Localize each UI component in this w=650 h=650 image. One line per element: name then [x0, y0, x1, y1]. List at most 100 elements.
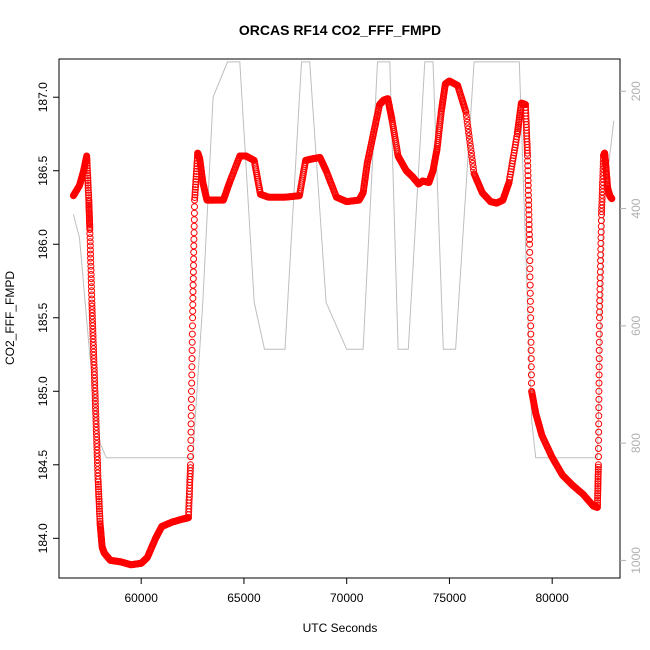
co2-point [85, 189, 92, 197]
co2-point [525, 201, 533, 209]
co2-point [187, 395, 195, 403]
y-tick-label: 184.0 [36, 523, 50, 553]
co2-point [88, 309, 96, 317]
co2-point [93, 443, 101, 451]
co2-point [509, 154, 517, 162]
co2-point [92, 404, 99, 412]
co2-point [83, 159, 91, 167]
co2-point [595, 436, 603, 444]
co2-point [528, 379, 535, 387]
co2-point [188, 355, 196, 363]
co2-point [526, 240, 534, 248]
co2-point [88, 312, 96, 320]
y-tick-label: 184.5 [36, 449, 50, 479]
co2-point [596, 308, 604, 316]
co2-point [191, 186, 199, 194]
co2-point [524, 172, 532, 180]
co2-point [596, 314, 603, 322]
co2-point [189, 301, 197, 309]
co2-point [94, 459, 101, 467]
co2-point [190, 262, 197, 269]
co2-point [594, 489, 602, 497]
co2-point [84, 181, 92, 189]
co2-point [94, 480, 102, 488]
co2-point [598, 195, 606, 202]
co2-point [187, 453, 195, 461]
co2-point [595, 355, 603, 363]
co2-point [88, 315, 96, 323]
co2-point [187, 461, 194, 469]
co2-point [91, 387, 99, 395]
co2-point [96, 507, 103, 515]
co2-point [95, 490, 103, 498]
x-tick-label: 70000 [330, 591, 364, 605]
co2-point [595, 330, 603, 338]
co2-point [525, 206, 533, 214]
co2-point [595, 404, 603, 412]
co2-point [598, 208, 606, 216]
co2-point [87, 271, 95, 278]
x-tick-label: 65000 [227, 591, 261, 605]
co2-point [527, 314, 535, 322]
co2-point [466, 135, 473, 143]
co2-point [93, 446, 101, 454]
co2-point [89, 329, 97, 336]
co2-point [191, 196, 199, 204]
co2-point [91, 374, 98, 382]
co2-point [190, 235, 198, 243]
co2-point [523, 149, 531, 157]
co2-point [186, 464, 194, 472]
y-tick-label: 186.0 [36, 229, 50, 259]
co2-point [88, 306, 96, 314]
co2-point [527, 363, 535, 371]
co2-point [468, 153, 476, 160]
co2-point [190, 255, 198, 263]
co2-point [83, 157, 91, 165]
co2-point [190, 216, 198, 224]
co2-point [91, 391, 99, 398]
co2-point [88, 291, 96, 299]
co2-point [524, 152, 531, 160]
x-tick-label: 60000 [125, 591, 159, 605]
co2-point [598, 201, 606, 209]
co2-point [93, 440, 101, 448]
co2-point [525, 211, 533, 219]
co2-point [594, 501, 601, 509]
co2-point [594, 461, 602, 469]
co2-point [84, 174, 92, 182]
co2-point [595, 445, 602, 452]
co2-point [467, 146, 475, 154]
co2-point [189, 314, 197, 322]
co2-point [189, 268, 197, 276]
co2-point [96, 512, 104, 520]
co2-point [86, 226, 94, 233]
co2-point [95, 498, 103, 505]
co2-point [524, 186, 532, 194]
co2-point [527, 306, 534, 314]
co2-point [88, 295, 96, 303]
co2-point [190, 242, 198, 250]
co2-point [83, 152, 91, 160]
co2-point [595, 420, 603, 428]
co2-point [86, 234, 94, 242]
co2-point [94, 469, 102, 477]
co2-point [88, 299, 96, 307]
co2-point [92, 417, 100, 425]
co2-point [95, 493, 103, 501]
co2-point [189, 281, 197, 289]
co2-point [92, 407, 100, 415]
co2-point [594, 487, 602, 495]
co2-point [466, 142, 474, 150]
co2-point [463, 115, 471, 123]
co2-point [188, 330, 196, 338]
plot-frame [58, 58, 621, 579]
co2-point [525, 231, 533, 238]
co2-point [594, 477, 602, 485]
co2-point [190, 248, 198, 256]
co2-point [91, 400, 99, 408]
co2-point [89, 332, 97, 340]
co2-point [596, 302, 604, 310]
co2-point [87, 283, 95, 291]
co2-point [90, 358, 98, 366]
co2-point [90, 364, 98, 372]
